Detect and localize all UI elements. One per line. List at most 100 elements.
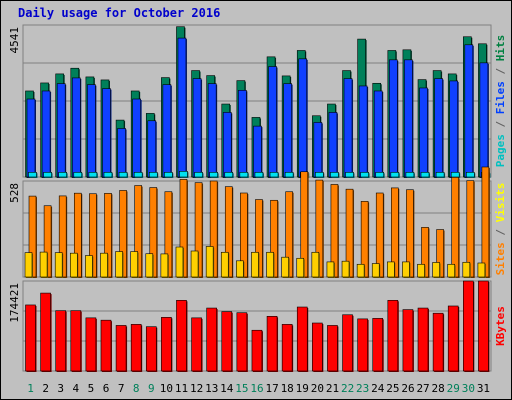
files-bar <box>313 122 323 178</box>
sites-bar <box>447 263 456 278</box>
sites-bar <box>462 261 471 278</box>
panel-2-ymax-label: 528 <box>8 183 21 203</box>
files-bar <box>238 90 247 178</box>
files-bar <box>192 78 202 178</box>
x-tick-label: 6 <box>103 382 110 395</box>
files-bar <box>26 98 36 178</box>
kbytes-bar <box>40 292 51 372</box>
sites-bar <box>220 251 229 278</box>
files-bar <box>147 120 157 178</box>
files-bar <box>162 84 172 178</box>
pages-bar <box>345 172 354 178</box>
kbytes-bar <box>417 307 429 372</box>
visits-bar <box>451 177 460 278</box>
pages-bar <box>420 172 430 178</box>
kbytes-bar <box>402 309 414 372</box>
x-tick-label: 23 <box>356 382 369 395</box>
files-bar <box>71 77 81 178</box>
pages-bar <box>360 172 369 178</box>
sites-bar <box>311 251 320 278</box>
x-tick-label: 29 <box>447 382 460 395</box>
x-tick-label: 5 <box>88 382 95 395</box>
x-tick-label: 19 <box>296 382 309 395</box>
files-bar <box>132 98 141 178</box>
x-tick-label: 2 <box>42 382 49 395</box>
files-bar <box>479 62 489 178</box>
pages-bar <box>133 172 143 178</box>
x-tick-label: 16 <box>250 382 263 395</box>
kbytes-bar <box>161 317 172 372</box>
files-bar <box>283 83 292 178</box>
pages-bar <box>330 172 339 178</box>
x-tick-label: 8 <box>133 382 140 395</box>
kbytes-bar <box>327 325 338 372</box>
kbytes-bar <box>312 322 323 372</box>
sites-bar <box>326 261 335 278</box>
kbytes-bar <box>372 318 384 372</box>
legend-entry: Hits <box>494 35 507 62</box>
pages-bar <box>73 172 83 178</box>
files-bar <box>328 112 338 178</box>
kbytes-bar <box>70 310 82 372</box>
pages-bar <box>405 172 415 178</box>
pages-bar <box>284 172 294 178</box>
sites-bar <box>24 252 33 278</box>
panel-3-legend: KBytes <box>494 306 507 346</box>
files-bar <box>222 112 232 178</box>
x-tick-label: 31 <box>477 382 490 395</box>
legend-entry: Files <box>494 81 507 114</box>
sites-bar <box>281 256 289 278</box>
sites-bar <box>356 263 365 278</box>
sites-bar <box>39 251 48 278</box>
kbytes-bar <box>55 310 66 372</box>
pages-bar <box>194 172 203 178</box>
files-bar <box>404 59 413 178</box>
x-tick-label: 28 <box>432 382 445 395</box>
kbytes-bar <box>463 280 474 372</box>
sites-bar <box>251 251 259 278</box>
kbytes-bar <box>296 306 308 372</box>
sites-bar <box>402 261 410 278</box>
kbytes-bar <box>100 319 112 372</box>
x-tick-label: 1 <box>27 382 34 395</box>
files-bar <box>253 125 262 178</box>
files-bar <box>389 59 398 178</box>
sites-bar <box>69 252 78 278</box>
x-tick-label: 12 <box>190 382 203 395</box>
pages-bar <box>148 172 158 178</box>
x-tick-label: 22 <box>341 382 354 395</box>
sites-bar <box>130 251 138 278</box>
sites-bar <box>432 262 440 278</box>
pages-bar <box>118 172 128 178</box>
chart-title: Daily usage for October 2016 <box>18 6 221 20</box>
legend-entry: Visits <box>494 183 507 223</box>
files-bar <box>373 90 383 178</box>
kbytes-bar <box>191 317 202 372</box>
x-tick-label: 3 <box>57 382 64 395</box>
files-bar <box>419 87 428 178</box>
kbytes-bar <box>447 305 459 372</box>
x-tick-label: 13 <box>205 382 218 395</box>
files-bar <box>434 78 443 178</box>
sites-bar <box>477 262 486 278</box>
pages-bar <box>390 172 400 178</box>
files-bar <box>56 83 66 178</box>
pages-bar <box>164 172 173 178</box>
kbytes-bar <box>251 329 263 372</box>
pages-bar <box>254 172 264 178</box>
kbytes-bar <box>432 312 444 372</box>
pages-bar <box>466 172 475 178</box>
kbytes-bar <box>176 300 187 372</box>
panel-1-ymax-label: 4541 <box>8 27 21 54</box>
legend-entry: / <box>494 114 507 134</box>
sites-bar <box>145 253 154 278</box>
legend-entry: / <box>494 222 507 242</box>
x-tick-label: 26 <box>401 382 414 395</box>
files-bar <box>87 84 96 178</box>
x-tick-label: 17 <box>265 382 278 395</box>
files-bar <box>177 37 187 178</box>
x-tick-label: 14 <box>220 382 234 395</box>
sites-bar <box>236 260 244 278</box>
pages-bar <box>209 172 218 178</box>
kbytes-bar <box>115 325 127 372</box>
